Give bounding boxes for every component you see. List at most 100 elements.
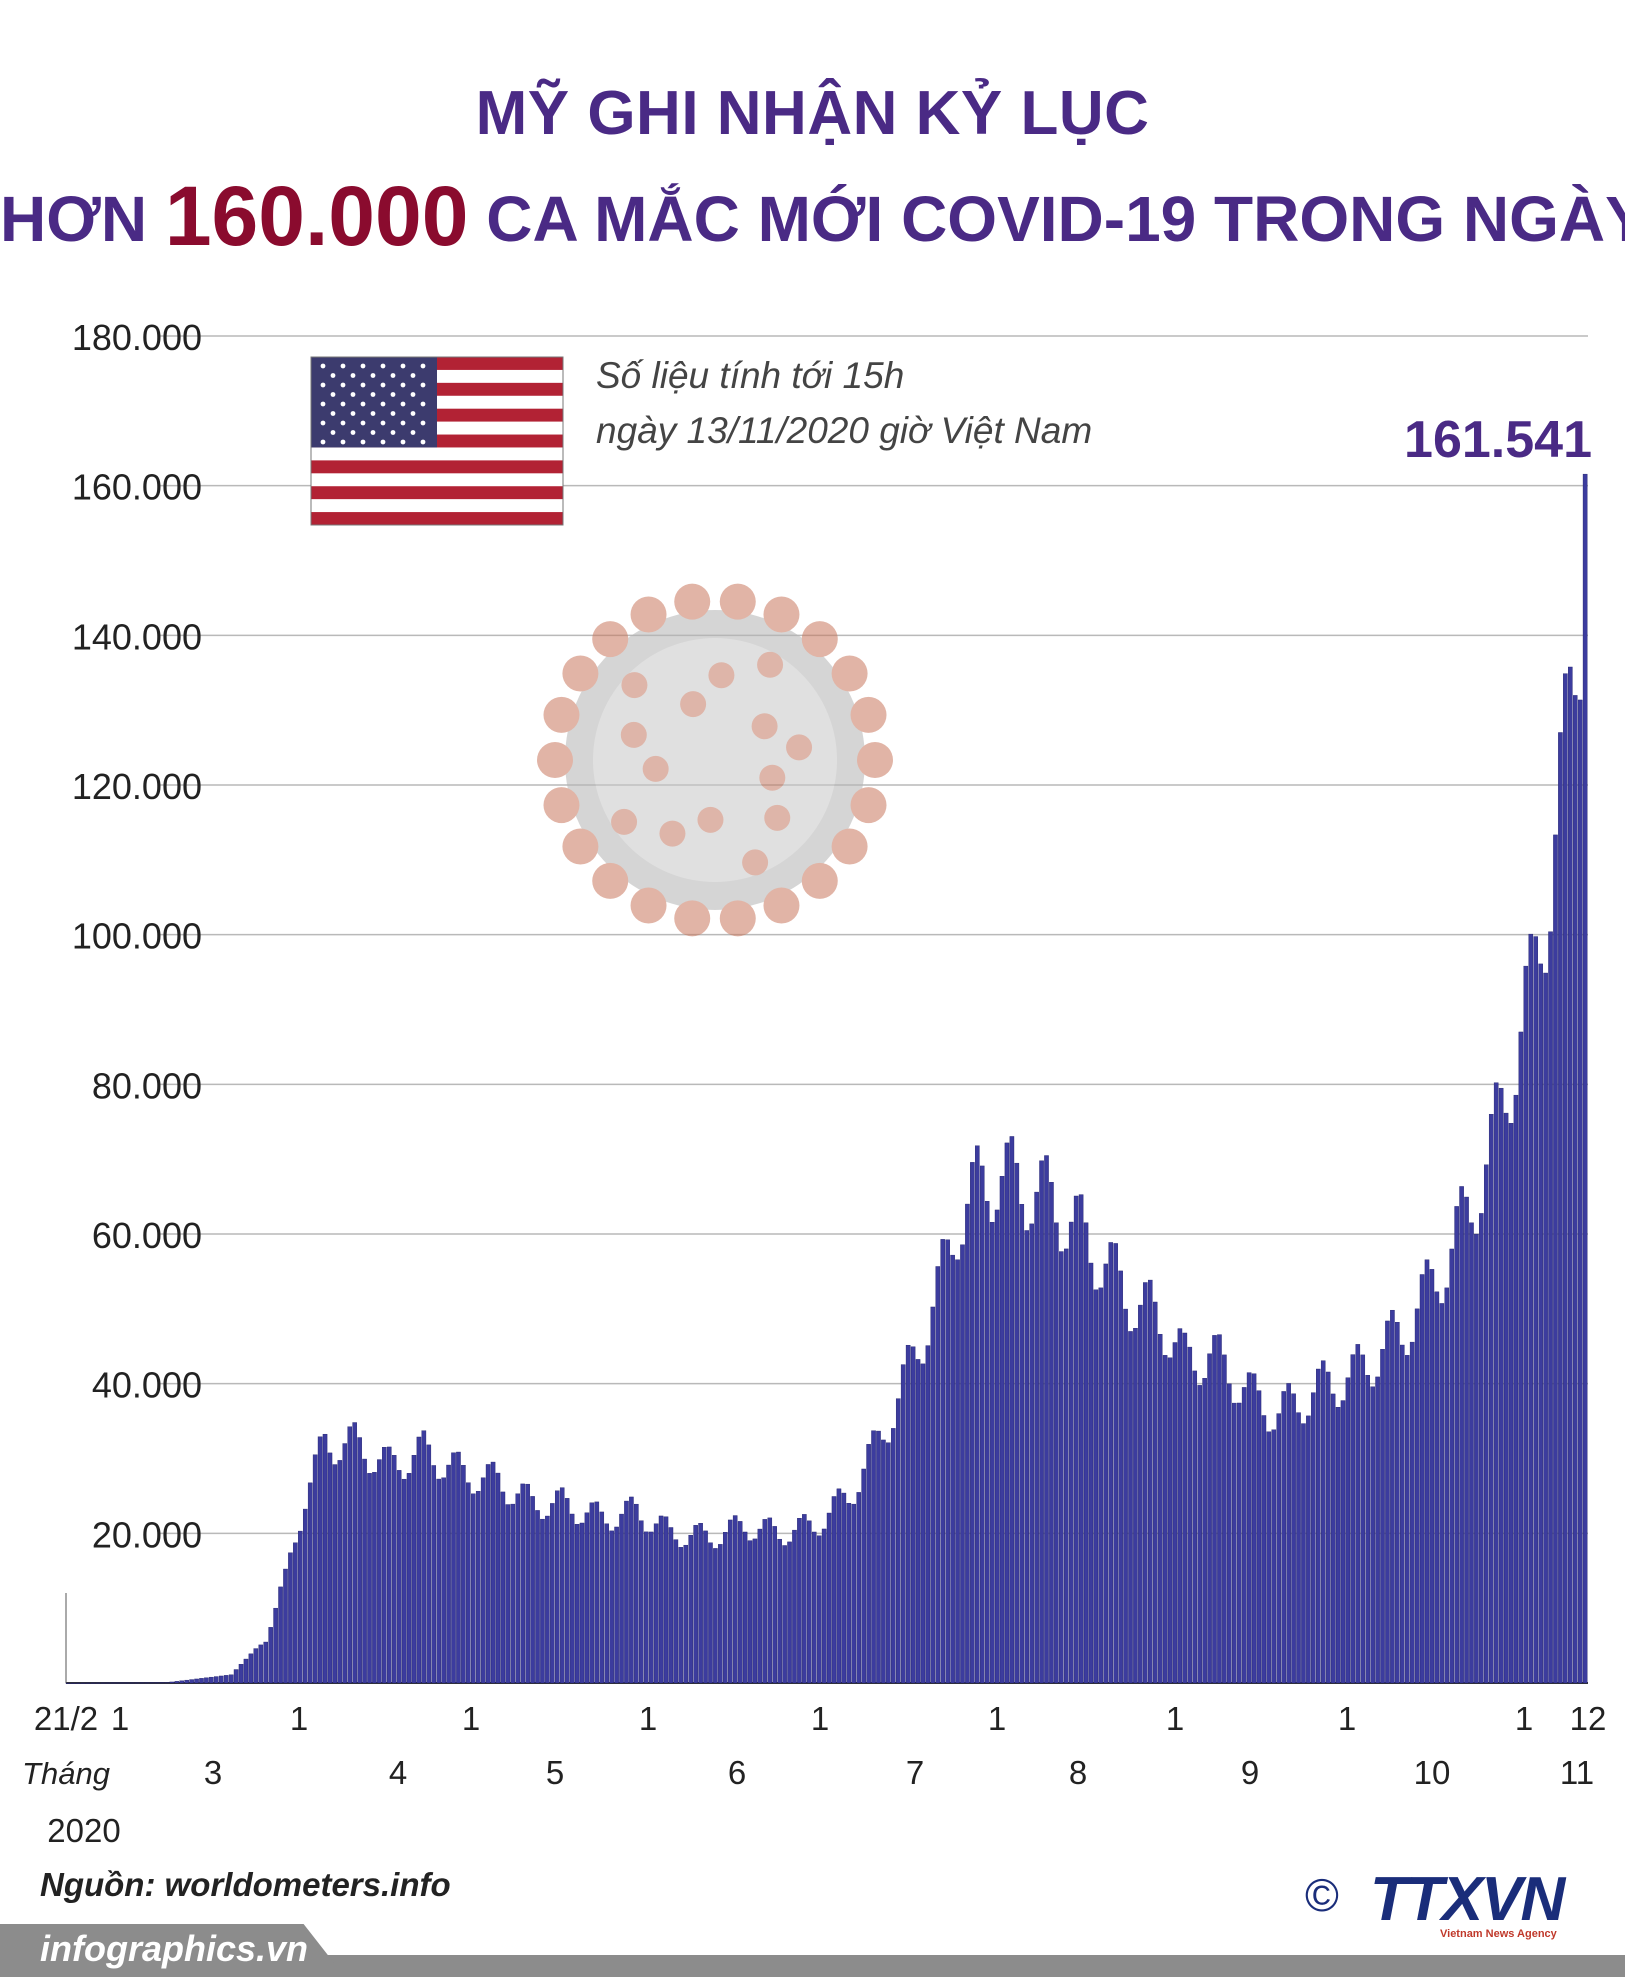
bar [337, 1460, 343, 1684]
bar [1311, 1392, 1316, 1684]
bar [347, 1426, 353, 1684]
bar [1212, 1335, 1217, 1684]
bar [1286, 1383, 1291, 1684]
bar [130, 1682, 135, 1684]
bar [1261, 1415, 1267, 1684]
flag-stripe [311, 447, 563, 461]
website-link[interactable]: infographics.vn [40, 1928, 309, 1969]
bar [1454, 1206, 1459, 1684]
flag-star [370, 411, 376, 416]
bar [298, 1530, 303, 1684]
flag-star [350, 373, 356, 378]
virus-spike [611, 808, 638, 835]
flag-star [390, 392, 396, 397]
bar [1306, 1415, 1311, 1684]
bar [891, 1428, 896, 1684]
virus-spike [719, 900, 756, 937]
bar [1498, 1087, 1504, 1684]
bar [1128, 1331, 1133, 1684]
bar [1093, 1289, 1099, 1684]
bar [1256, 1390, 1262, 1684]
bar [802, 1514, 807, 1684]
bar [70, 1682, 76, 1684]
bar [1493, 1082, 1499, 1684]
bar [525, 1483, 530, 1684]
daily-cases-chart: 180.000160.000140.000120.000100.00080.00… [22, 317, 1606, 1849]
bar [199, 1678, 204, 1684]
bar [856, 1492, 861, 1684]
bar [149, 1682, 155, 1684]
bar [125, 1682, 130, 1684]
x-month-label: 4 [389, 1754, 407, 1791]
bar [461, 1465, 466, 1684]
virus-spike [630, 596, 667, 633]
bar [683, 1544, 689, 1684]
bar [85, 1682, 91, 1684]
flag-stripe [311, 460, 563, 474]
flag-star [390, 411, 396, 416]
virus-spike [719, 583, 756, 620]
bar [530, 1496, 535, 1684]
bar [1222, 1354, 1227, 1684]
bar [574, 1524, 580, 1684]
bar [1083, 1222, 1089, 1684]
bar [391, 1455, 397, 1684]
bar [540, 1518, 545, 1684]
bar [387, 1446, 392, 1684]
bar [441, 1477, 446, 1684]
bar [886, 1442, 891, 1684]
bar [1563, 673, 1568, 1684]
bar [1543, 972, 1548, 1684]
bar [742, 1531, 748, 1684]
bar [545, 1515, 550, 1684]
virus-spike [757, 651, 784, 678]
bar [732, 1515, 738, 1684]
bar [861, 1468, 866, 1684]
bar [1133, 1328, 1138, 1684]
flag-star [340, 401, 346, 407]
bar [288, 1552, 293, 1684]
bar [564, 1498, 570, 1684]
bar [1271, 1429, 1277, 1684]
footer-tab [0, 1924, 345, 1977]
bar [762, 1519, 768, 1684]
bar [1251, 1373, 1257, 1684]
bar [1014, 1162, 1020, 1684]
flag-star [400, 420, 406, 426]
bar [505, 1504, 511, 1684]
flag-star [420, 401, 426, 407]
x-month-caption: Tháng [22, 1756, 110, 1791]
bar [233, 1669, 239, 1684]
flag-star [410, 430, 416, 435]
bar [1459, 1186, 1464, 1684]
bar [1029, 1223, 1034, 1684]
bar [1108, 1242, 1114, 1684]
bar [1157, 1334, 1163, 1684]
bar [169, 1681, 175, 1684]
flag-star [350, 411, 356, 416]
bar [139, 1682, 145, 1684]
bar [1049, 1182, 1054, 1684]
bar [1143, 1282, 1148, 1684]
bar [332, 1464, 338, 1684]
bar [594, 1501, 600, 1684]
bar [698, 1523, 703, 1684]
bar [599, 1511, 605, 1684]
bar [243, 1658, 249, 1684]
bar [718, 1544, 723, 1684]
bar [935, 1266, 941, 1684]
bar [283, 1568, 288, 1684]
bar [223, 1675, 229, 1684]
bar [826, 1512, 832, 1684]
bar [1503, 1112, 1509, 1684]
y-tick-label: 80.000 [92, 1065, 202, 1106]
bar [1232, 1402, 1237, 1684]
bar [159, 1682, 165, 1684]
bar [1207, 1353, 1212, 1684]
y-tick-label: 160.000 [72, 467, 202, 508]
bar [1335, 1407, 1341, 1684]
bar [436, 1478, 441, 1684]
bar [1513, 1094, 1519, 1684]
flag-star [400, 401, 406, 407]
source-text: Nguồn: worldometers.info [40, 1866, 451, 1903]
